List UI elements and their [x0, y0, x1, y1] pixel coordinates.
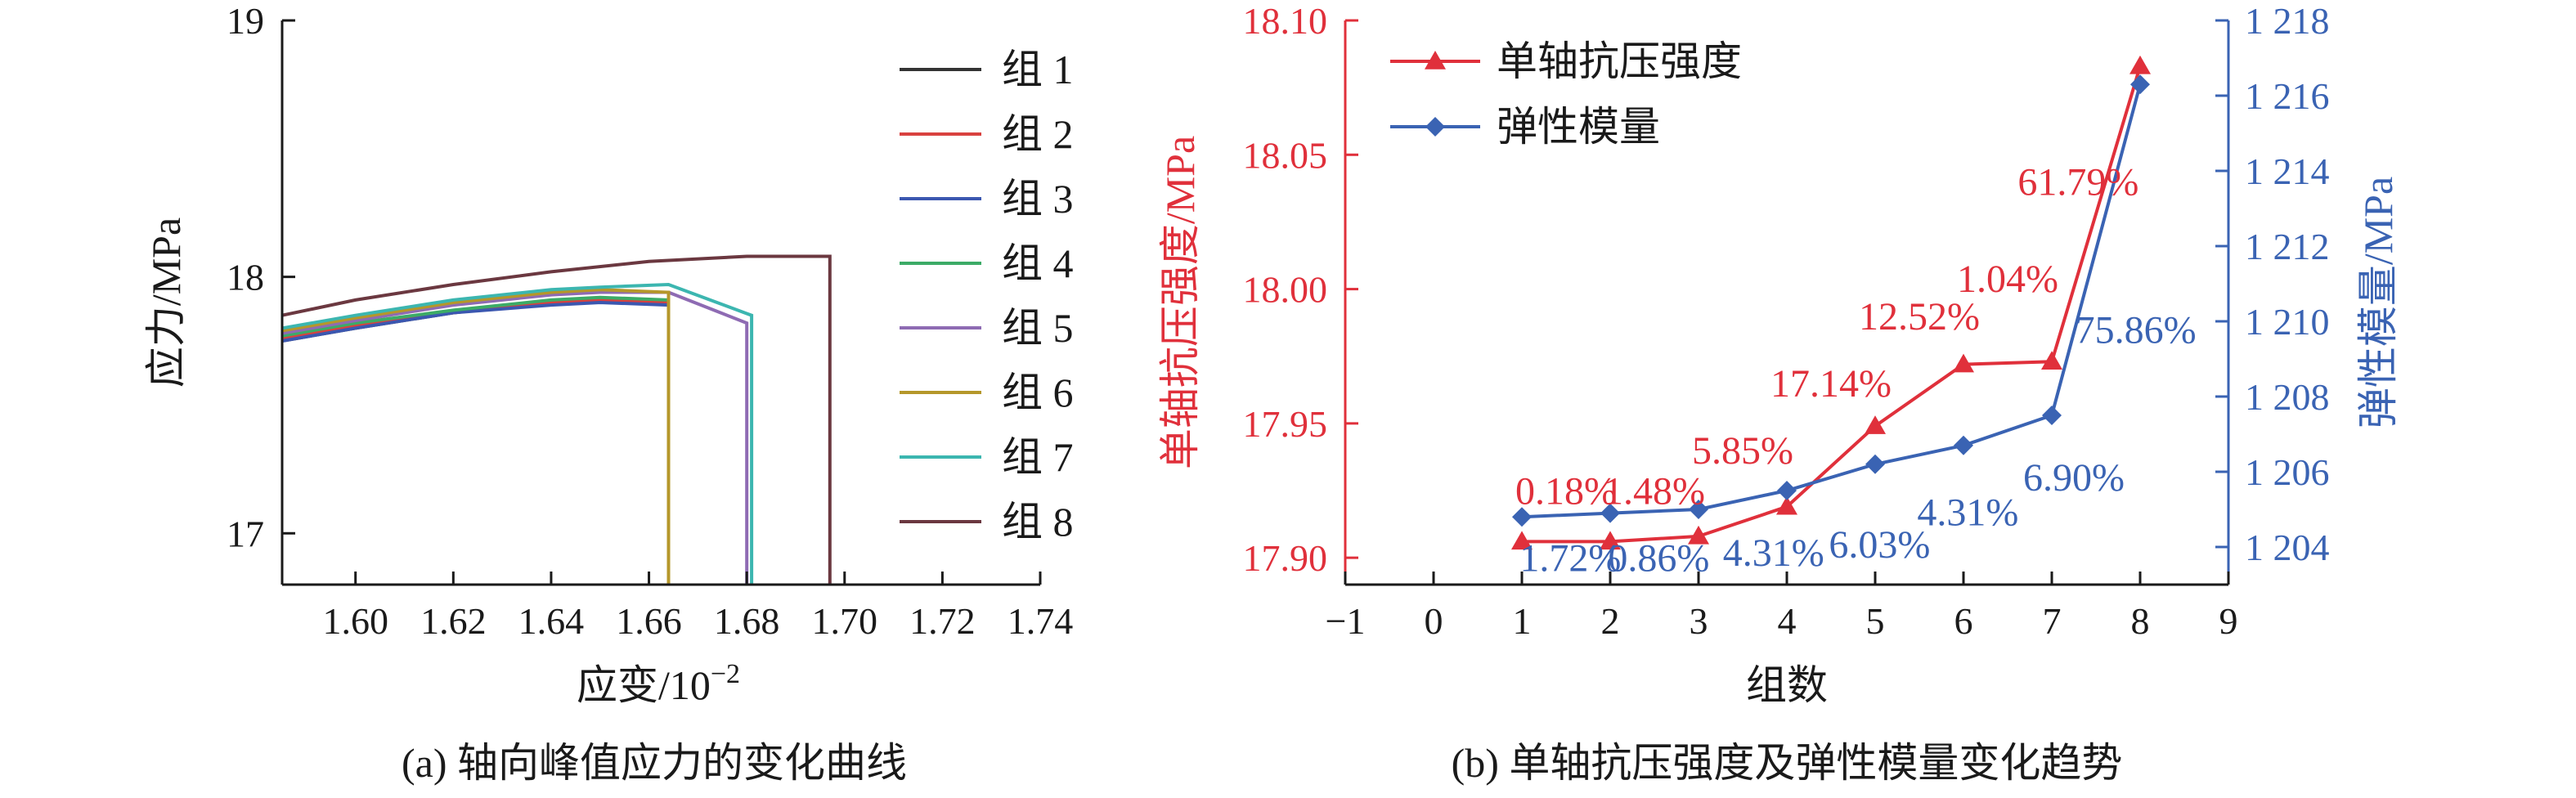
x-axis-label-exponent: −2 [711, 659, 740, 689]
x-tick-label: −1 [1326, 600, 1366, 642]
series-line-group-7 [282, 282, 754, 585]
x-tick-label: 2 [1601, 600, 1620, 642]
series-line-group-4 [282, 295, 671, 585]
x-axis-label-text: 应变/10 [577, 662, 711, 708]
x-tick-label: 1.72 [909, 600, 976, 642]
x-tick-label: 8 [2131, 600, 2150, 642]
legend-label-group-3: 组 3 [1002, 176, 1074, 222]
strength-change-label: 5.85% [1692, 429, 1793, 473]
x-tick-label: 7 [2043, 600, 2062, 642]
modulus-change-label: 1.72% [1519, 537, 1621, 581]
modulus-point [1689, 500, 1708, 519]
modulus-point [2130, 74, 2150, 95]
legend-label-group-5: 组 5 [1002, 305, 1074, 351]
y-tick-label: 18 [227, 257, 264, 298]
x-tick-label: 1.64 [518, 600, 585, 642]
modulus-change-label: 75.86% [2076, 308, 2197, 352]
left-y-tick-label: 18.10 [1243, 0, 1328, 42]
legend-label-group-7: 组 7 [1002, 434, 1074, 480]
strength-point [1776, 495, 1797, 515]
strength-series-line [1522, 65, 2142, 544]
legend-label-group-1: 组 1 [1002, 47, 1074, 92]
x-tick-label: 9 [2219, 600, 2238, 642]
modulus-point [1865, 454, 1885, 474]
series-line-group-3 [282, 300, 671, 585]
x-tick-label: 0 [1425, 600, 1443, 642]
strength-change-label: 1.04% [1957, 258, 2058, 301]
series-line-group-8 [282, 254, 832, 585]
legend-marker-modulus [1425, 117, 1445, 137]
modulus-change-label: 6.90% [2023, 456, 2125, 500]
y-tick-label: 19 [227, 0, 264, 42]
series-line-group-1 [282, 298, 671, 585]
left-y-tick-label: 18.05 [1243, 134, 1328, 176]
modulus-change-label: 6.03% [1829, 523, 1930, 567]
legend-label-group-8: 组 8 [1002, 499, 1074, 545]
panel-a-caption: (a) 轴向峰值应力的变化曲线 [402, 740, 907, 786]
left-y-tick-label: 17.90 [1243, 537, 1328, 579]
left-y-tick-label: 18.00 [1243, 269, 1328, 311]
x-tick-label: 1 [1513, 600, 1532, 642]
right-y-axis-label: 弹性模量/MPa [2355, 177, 2401, 428]
strength-change-label: 12.52% [1859, 295, 1980, 338]
x-tick-label: 1.70 [812, 600, 878, 642]
x-tick-label: 4 [1778, 600, 1797, 642]
panel-a-chart: 17 18 19 1.60 1.62 1.64 1.66 1.68 1.70 1.72 1.74 应力… [143, 0, 1074, 708]
strength-point [1953, 353, 1974, 373]
x-tick-label: 1.66 [616, 600, 682, 642]
strength-point [1600, 531, 1621, 550]
x-axis-label: 组数 [1746, 662, 1828, 708]
strength-point [1511, 531, 1533, 550]
series-line-group-5 [282, 290, 749, 585]
series-line-group-2 [282, 298, 671, 585]
strength-point [2041, 351, 2062, 370]
y-tick-label: 17 [227, 513, 264, 554]
x-tick-label: 3 [1690, 600, 1708, 642]
panel-b-caption: (b) 单轴抗压强度及弹性模量变化趋势 [1452, 740, 2123, 786]
legend-label-strength: 单轴抗压强度 [1497, 38, 1742, 84]
modulus-point [1512, 507, 1532, 527]
legend-label-group-4: 组 4 [1002, 240, 1074, 286]
modulus-point [1777, 481, 1797, 500]
right-y-tick-label: 1 208 [2245, 376, 2330, 418]
strength-point [1865, 415, 1886, 434]
y-axis-label: 应力/MPa [143, 217, 189, 388]
right-y-tick-label: 1 216 [2245, 75, 2330, 117]
modulus-point [2042, 406, 2062, 425]
legend-label-group-2: 组 2 [1002, 111, 1074, 157]
x-tick-label: 1.68 [714, 600, 780, 642]
x-tick-label: 1.62 [420, 600, 487, 642]
strength-change-label: 17.14% [1770, 362, 1892, 406]
modulus-series-line [1521, 83, 2142, 519]
modulus-point [1954, 435, 1973, 455]
strength-point [2129, 55, 2151, 74]
right-y-tick-label: 1 214 [2245, 150, 2330, 192]
right-y-tick-label: 1 204 [2245, 527, 2330, 568]
x-tick-label: 5 [1866, 600, 1885, 642]
modulus-point [1600, 503, 1620, 523]
strength-change-label: 61.79% [2017, 161, 2138, 204]
modulus-change-label: 4.31% [1917, 491, 2018, 535]
x-axis-label: 应变/10−2 [577, 659, 740, 708]
series-line-group-6 [282, 288, 671, 585]
strength-change-label: 1.48% [1604, 469, 1705, 513]
x-tick-label: 6 [1954, 600, 1973, 642]
left-y-tick-label: 17.95 [1243, 403, 1328, 445]
legend-label-group-6: 组 6 [1002, 370, 1074, 415]
modulus-change-label: 4.31% [1723, 531, 1824, 575]
left-y-axis-label: 单轴抗压强度/MPa [1157, 136, 1203, 469]
right-y-tick-label: 1 206 [2245, 451, 2330, 493]
x-tick-label: 1.60 [322, 600, 388, 642]
strength-point [1688, 525, 1709, 545]
right-y-tick-label: 1 218 [2245, 0, 2330, 42]
legend-marker-strength [1425, 51, 1446, 69]
right-y-tick-label: 1 212 [2245, 226, 2330, 267]
legend-label-modulus: 弹性模量 [1497, 104, 1660, 150]
x-tick-label: 1.74 [1008, 600, 1074, 642]
modulus-change-label: 0.86% [1608, 537, 1709, 581]
right-y-tick-label: 1 210 [2245, 301, 2330, 343]
strength-change-label: 0.18% [1515, 469, 1617, 513]
